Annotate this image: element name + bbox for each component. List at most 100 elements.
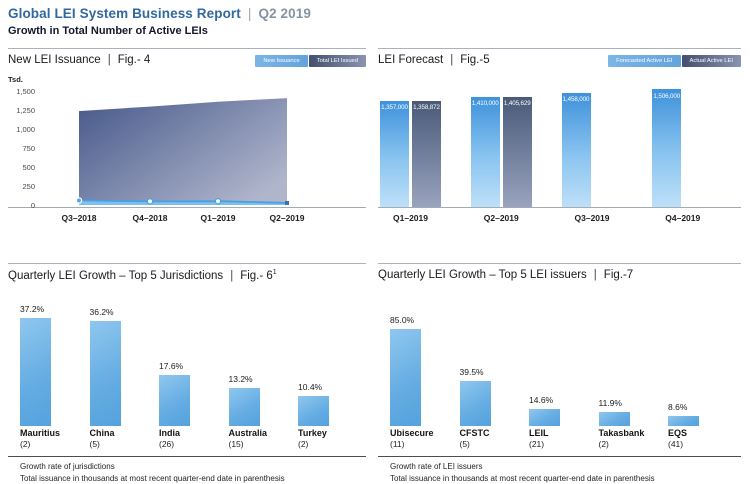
fig7-bar-column: 8.6% [668, 402, 699, 426]
bar-count-label: (41) [668, 439, 687, 450]
bar-label-block: Mauritius(2) [20, 428, 60, 450]
fig6-chart: 37.2%36.2%17.6%13.2%10.4% [8, 289, 366, 426]
panel-top5-jurisdictions: Quarterly LEI Growth – Top 5 Jurisdictio… [8, 263, 366, 484]
bar-label-block: Australia(15) [229, 428, 268, 450]
legend-new-issuance[interactable]: New Issuance [255, 55, 307, 67]
panel-lei-forecast: LEI Forecast|Fig.-5 Forecasted Active LE… [378, 48, 741, 227]
jurisdiction-bar [20, 318, 51, 426]
bar-count-label: (2) [20, 439, 60, 450]
total-lei-issued-area [79, 98, 287, 205]
bar-count-label: (21) [529, 439, 549, 450]
data-point-marker [147, 199, 152, 204]
fig6-bar-column: 17.6% [159, 361, 190, 426]
fig5-title-sep: | [450, 54, 453, 66]
bar-count-label: (11) [390, 439, 434, 450]
bar-label-block: LEIL(21) [529, 428, 549, 450]
fig6-footnote-2: Total issuance in thousands at most rece… [20, 473, 366, 484]
jurisdiction-bar [229, 388, 260, 426]
fig6-footnote-1: Growth rate of jurisdictions [20, 461, 366, 473]
fig6-fig-label: Fig.- 6 [240, 270, 273, 282]
forecast-bar: 1,357,000 [380, 101, 409, 207]
charts-grid: New LEI Issuance|Fig.- 4 New Issuance To… [8, 48, 741, 484]
actual-bar: 1,358,872 [412, 101, 441, 208]
fig7-footnote-2: Total issuance in thousands at most rece… [390, 473, 741, 484]
bar-name-label: CFSTC [460, 428, 490, 439]
bar-label-block: Ubisecure(11) [390, 428, 434, 450]
bar-name-label: EQS [668, 428, 687, 439]
pct-label: 14.6% [529, 395, 553, 405]
fig4-title: New LEI Issuance|Fig.- 4 [8, 54, 150, 66]
y-tick-label: 500 [8, 163, 35, 172]
legend-actual-active-lei[interactable]: Actual Active LEI [682, 55, 742, 67]
fig6-divider [8, 456, 366, 457]
bar-value-label: 1,506,000 [649, 93, 684, 100]
pct-label: 10.4% [298, 382, 322, 392]
fig5-x-slot: Q1–2019 [378, 213, 469, 227]
fig7-bar-column: 85.0% [390, 315, 421, 426]
fig6-title-sep: | [230, 270, 233, 282]
fig7-title-row: Quarterly LEI Growth – Top 5 LEI issuers… [378, 269, 741, 287]
bar-value-label: 1,410,000 [468, 100, 503, 107]
fig4-fig-label: Fig.- 4 [118, 54, 151, 66]
issuer-bar [529, 409, 560, 426]
data-point-marker [285, 201, 289, 205]
jurisdiction-bar [159, 375, 190, 426]
bar-value-label: 1,358,872 [409, 104, 444, 111]
fig5-title: LEI Forecast|Fig.-5 [378, 54, 490, 66]
fig4-title-row: New LEI Issuance|Fig.- 4 New Issuance To… [8, 54, 366, 72]
fig7-bar-column: 14.6% [529, 395, 560, 426]
data-point-marker [215, 199, 220, 204]
fig7-bar-column: 11.9% [599, 398, 630, 426]
fig5-bar-group: 1,458,000 [560, 93, 651, 207]
x-axis-label: Q2–2019 [270, 213, 305, 223]
bar-label-block: Takasbank(2) [599, 428, 645, 450]
legend-forecasted-active-lei[interactable]: Forecasted Active LEI [608, 55, 680, 67]
bar-name-label: Turkey [298, 428, 327, 439]
pct-label: 39.5% [460, 367, 484, 377]
fig6-bar-column: 13.2% [229, 374, 260, 426]
report-header: Global LEI System Business Report|Q2 201… [8, 6, 741, 37]
jurisdiction-bar [90, 321, 121, 426]
issuer-bar [668, 416, 699, 426]
fig7-footnote-1: Growth rate of LEI issuers [390, 461, 741, 473]
x-axis-label: Q3–2019 [562, 213, 623, 223]
forecast-bar: 1,506,000 [652, 89, 681, 207]
fig5-bar-group: 1,506,000 [650, 89, 741, 207]
y-tick-label: 1,000 [8, 125, 35, 134]
legend-total-lei-issued[interactable]: Total LEI Issued [309, 55, 366, 67]
fig6-footnotes: Growth rate of jurisdictions Total issua… [8, 461, 366, 484]
fig7-title: Quarterly LEI Growth – Top 5 LEI issuers… [378, 269, 633, 281]
pct-label: 37.2% [20, 304, 44, 314]
actual-bar: 1,405,629 [503, 97, 532, 207]
fig7-divider [378, 456, 741, 457]
fig6-category-labels: Mauritius(2)China(5)India(26)Australia(1… [8, 426, 366, 453]
report-period: Q2 2019 [258, 6, 311, 21]
fig5-fig-label: Fig.-5 [460, 54, 489, 66]
fig7-title-text: Quarterly LEI Growth – Top 5 LEI issuers [378, 269, 587, 281]
bar-count-label: (15) [229, 439, 268, 450]
y-tick-label: 750 [8, 144, 35, 153]
issuer-bar [390, 329, 421, 426]
y-tick-label: 250 [8, 182, 35, 191]
fig5-title-row: LEI Forecast|Fig.-5 Forecasted Active LE… [378, 54, 741, 72]
pct-label: 8.6% [668, 402, 687, 412]
y-tick-label: 1,500 [8, 87, 35, 96]
bar-label-block: CFSTC(5) [460, 428, 490, 450]
bar-value-label: 1,357,000 [377, 104, 412, 111]
fig5-legend: Forecasted Active LEI Actual Active LEI [608, 55, 741, 67]
fig6-title-text: Quarterly LEI Growth – Top 5 Jurisdictio… [8, 270, 223, 282]
fig4-area-svg [43, 88, 366, 207]
bar-name-label: LEIL [529, 428, 549, 439]
bar-count-label: (2) [298, 439, 327, 450]
fig4-y-axis-unit: Tsd. [8, 75, 23, 84]
bar-count-label: (5) [460, 439, 490, 450]
fig4-plot-area [43, 88, 366, 207]
fig6-title-row: Quarterly LEI Growth – Top 5 Jurisdictio… [8, 269, 366, 287]
issuer-bar [599, 412, 630, 426]
